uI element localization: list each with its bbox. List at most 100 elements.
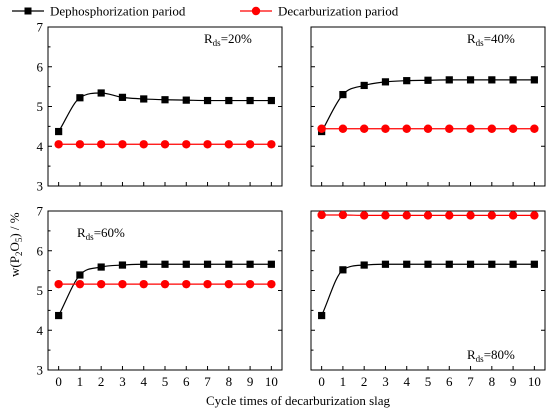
x-tick-label: 8 xyxy=(226,374,233,389)
data-point-circle xyxy=(224,279,234,289)
data-point-circle xyxy=(267,140,276,149)
data-point-circle xyxy=(381,211,390,220)
legend-label-dephosphorization: Dephosphorization pariod xyxy=(50,4,186,19)
y-tick-label: 3 xyxy=(37,363,44,378)
data-point-square xyxy=(161,260,169,268)
data-point-circle xyxy=(359,124,369,133)
data-point-square xyxy=(403,77,411,85)
data-point-circle xyxy=(423,124,433,133)
data-point-circle xyxy=(160,140,170,149)
data-point-square xyxy=(445,76,453,84)
data-point-square xyxy=(182,96,190,104)
x-tick-label: 3 xyxy=(382,374,389,389)
panel-bottom-right: 0 1 2 3 4 5 6 7 8 9 10 Rds=80% xyxy=(310,210,546,389)
data-point-square xyxy=(118,93,127,101)
data-point-square xyxy=(509,260,517,268)
data-point-circle xyxy=(160,279,170,289)
data-point-circle xyxy=(359,211,369,220)
x-tick-label: 7 xyxy=(204,374,211,389)
x-tick-label: 1 xyxy=(77,374,84,389)
data-point-square xyxy=(403,260,411,268)
data-point-circle xyxy=(402,124,411,133)
data-point-circle xyxy=(75,140,85,149)
panel-annotation: Rds=20% xyxy=(204,31,252,48)
panel-top-right: Rds=40% xyxy=(310,26,546,187)
data-point-square xyxy=(381,260,390,268)
plot-frame xyxy=(47,26,283,187)
data-point-circle xyxy=(203,279,212,289)
y-tick-label: 6 xyxy=(37,243,44,258)
data-point-square xyxy=(466,260,475,268)
data-point-circle xyxy=(508,211,518,220)
x-tick-label: 0 xyxy=(318,374,325,389)
data-point-square xyxy=(182,260,190,268)
y-tick-label: 7 xyxy=(37,20,44,35)
data-point-circle xyxy=(317,124,326,133)
x-tick-label: 6 xyxy=(183,374,190,389)
data-point-circle xyxy=(267,279,276,289)
x-tick-label: 9 xyxy=(247,374,254,389)
data-point-circle xyxy=(182,279,191,289)
y-axis-label: w(P2O5) / % xyxy=(7,212,24,277)
data-point-square xyxy=(76,271,84,279)
y-tick-label: 4 xyxy=(37,323,44,338)
data-point-square xyxy=(466,76,475,84)
y-tick-label: 5 xyxy=(37,99,44,114)
series-line-dephosphorization xyxy=(321,79,535,132)
data-point-square xyxy=(140,260,148,268)
data-point-square xyxy=(530,260,538,268)
y-tick-label: 3 xyxy=(37,179,44,194)
data-point-circle xyxy=(245,140,255,149)
y-tick-label: 7 xyxy=(37,204,44,219)
data-point-square xyxy=(318,311,326,320)
x-tick-label: 6 xyxy=(446,374,453,389)
data-point-circle xyxy=(487,124,497,133)
data-point-circle xyxy=(466,124,475,133)
x-tick-label: 5 xyxy=(162,374,169,389)
data-point-square xyxy=(360,261,368,269)
data-point-square xyxy=(203,260,212,268)
data-point-circle xyxy=(317,210,326,220)
data-point-square xyxy=(97,263,105,271)
data-point-square xyxy=(530,76,538,84)
data-point-square xyxy=(161,96,169,104)
data-point-circle xyxy=(54,140,63,149)
data-point-circle xyxy=(139,140,148,149)
data-point-circle xyxy=(96,140,106,149)
data-point-square xyxy=(424,76,432,84)
data-point-circle xyxy=(54,279,63,289)
data-point-circle xyxy=(530,211,539,220)
data-point-circle xyxy=(530,124,539,133)
data-point-circle xyxy=(118,140,127,149)
data-point-square xyxy=(225,260,233,268)
data-point-circle xyxy=(96,279,106,289)
legend-marker-square xyxy=(24,7,32,15)
panel-top-left: 3 4 5 6 7 Rds=20% xyxy=(37,20,283,194)
data-point-square xyxy=(97,89,105,97)
x-tick-label: 4 xyxy=(140,374,147,389)
panel-annotation: Rds=40% xyxy=(467,31,515,48)
legend: Dephosphorization pariod Decarburization… xyxy=(12,4,399,19)
data-point-square xyxy=(381,78,390,86)
data-point-square xyxy=(509,76,517,84)
x-tick-label: 7 xyxy=(467,374,474,389)
plot-frame xyxy=(310,26,546,187)
x-tick-label: 9 xyxy=(510,374,517,389)
x-tick-label: 2 xyxy=(98,374,105,389)
data-point-square xyxy=(203,96,212,105)
data-point-square xyxy=(118,261,127,269)
series-line-dephosphorization xyxy=(58,263,272,316)
data-point-square xyxy=(246,96,254,105)
x-tick-label: 10 xyxy=(528,374,541,389)
data-point-square xyxy=(488,260,496,268)
data-point-square xyxy=(424,260,432,268)
data-point-circle xyxy=(487,211,497,220)
data-point-circle xyxy=(338,210,348,220)
panel-annotation: Rds=80% xyxy=(467,347,515,364)
x-tick-label: 5 xyxy=(425,374,432,389)
x-tick-label: 3 xyxy=(119,374,126,389)
data-point-circle xyxy=(445,124,454,133)
data-point-circle xyxy=(75,279,85,289)
y-tick-label: 6 xyxy=(37,59,44,74)
